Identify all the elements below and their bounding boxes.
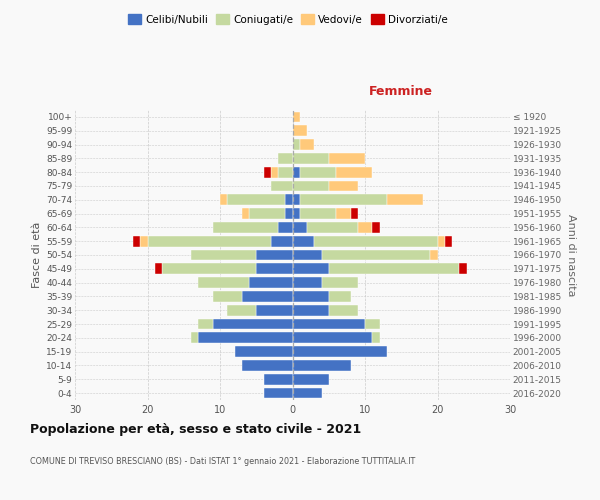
Bar	[293, 194, 300, 205]
Bar	[285, 194, 293, 205]
Bar	[293, 346, 387, 357]
Bar	[256, 305, 293, 316]
Bar	[336, 208, 350, 219]
Bar	[242, 360, 293, 371]
Bar	[293, 167, 300, 177]
Bar	[358, 222, 372, 233]
Bar	[300, 139, 314, 150]
Bar	[293, 222, 307, 233]
Bar	[293, 208, 300, 219]
Bar	[271, 180, 293, 192]
Bar	[249, 208, 285, 219]
Bar	[191, 250, 256, 260]
Bar	[293, 318, 365, 330]
Bar	[256, 264, 293, 274]
Bar	[293, 180, 329, 192]
Bar	[198, 318, 213, 330]
Bar	[322, 277, 358, 288]
Legend: Celibi/Nubili, Coniugati/e, Vedovi/e, Divorziati/e: Celibi/Nubili, Coniugati/e, Vedovi/e, Di…	[124, 10, 452, 29]
Bar	[322, 250, 430, 260]
Bar	[198, 332, 293, 343]
Bar	[329, 291, 350, 302]
Bar	[437, 236, 445, 246]
Bar	[293, 153, 329, 164]
Bar	[329, 180, 358, 192]
Y-axis label: Anni di nascita: Anni di nascita	[566, 214, 576, 296]
Bar	[300, 208, 336, 219]
Bar	[293, 360, 350, 371]
Bar	[191, 332, 198, 343]
Bar	[314, 236, 437, 246]
Bar	[293, 236, 314, 246]
Bar	[387, 194, 423, 205]
Bar	[293, 250, 322, 260]
Bar	[372, 222, 380, 233]
Bar	[227, 194, 285, 205]
Bar	[285, 208, 293, 219]
Bar	[249, 277, 293, 288]
Bar	[263, 167, 271, 177]
Bar	[329, 153, 365, 164]
Bar	[242, 291, 293, 302]
Bar	[350, 208, 358, 219]
Bar	[293, 112, 300, 122]
Bar	[278, 153, 293, 164]
Bar	[365, 318, 380, 330]
Bar	[293, 374, 329, 384]
Bar	[271, 167, 278, 177]
Bar	[256, 250, 293, 260]
Bar	[213, 222, 278, 233]
Bar	[293, 305, 329, 316]
Bar	[140, 236, 148, 246]
Bar	[263, 374, 293, 384]
Bar	[293, 277, 322, 288]
Y-axis label: Fasce di età: Fasce di età	[32, 222, 42, 288]
Bar	[293, 139, 300, 150]
Bar	[293, 126, 307, 136]
Bar	[329, 305, 358, 316]
Bar	[271, 236, 293, 246]
Text: Femmine: Femmine	[369, 86, 433, 98]
Bar	[307, 222, 358, 233]
Text: COMUNE DI TREVISO BRESCIANO (BS) - Dati ISTAT 1° gennaio 2021 - Elaborazione TUT: COMUNE DI TREVISO BRESCIANO (BS) - Dati …	[30, 458, 415, 466]
Bar	[155, 264, 162, 274]
Bar	[336, 167, 372, 177]
Bar	[133, 236, 140, 246]
Bar	[263, 388, 293, 398]
Bar	[293, 388, 322, 398]
Bar	[372, 332, 380, 343]
Bar	[300, 167, 336, 177]
Bar	[445, 236, 452, 246]
Bar	[242, 208, 249, 219]
Bar	[459, 264, 467, 274]
Bar	[162, 264, 256, 274]
Bar	[300, 194, 387, 205]
Bar	[213, 318, 293, 330]
Bar	[329, 264, 459, 274]
Bar	[198, 277, 249, 288]
Text: Popolazione per età, sesso e stato civile - 2021: Popolazione per età, sesso e stato civil…	[30, 422, 361, 436]
Bar	[293, 332, 372, 343]
Bar	[227, 305, 256, 316]
Bar	[293, 291, 329, 302]
Bar	[293, 264, 329, 274]
Bar	[235, 346, 293, 357]
Bar	[148, 236, 271, 246]
Bar	[278, 167, 293, 177]
Bar	[430, 250, 437, 260]
Bar	[220, 194, 227, 205]
Bar	[213, 291, 242, 302]
Bar	[278, 222, 293, 233]
